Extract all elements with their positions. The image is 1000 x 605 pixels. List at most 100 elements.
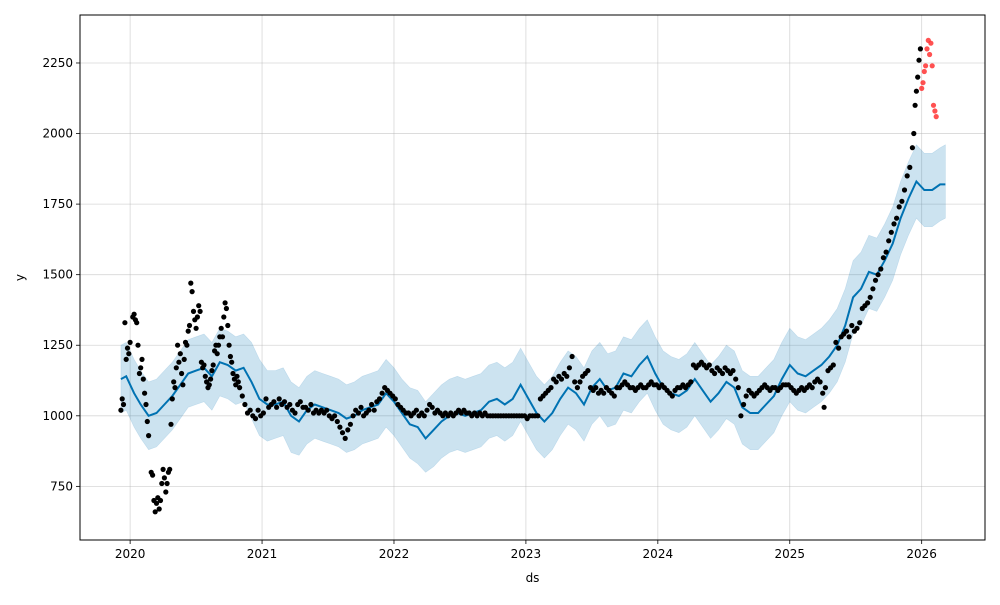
observed-point: [566, 365, 573, 371]
outlier-point: [923, 63, 929, 69]
observed-point: [180, 382, 186, 388]
observed-point: [342, 435, 348, 441]
observed-point: [817, 379, 823, 385]
observed-point: [120, 401, 127, 408]
observed-point: [719, 370, 726, 377]
observed-point: [846, 334, 852, 340]
observed-point: [194, 314, 200, 320]
observed-point: [585, 368, 591, 374]
points-layer: [118, 37, 939, 515]
observed-point: [909, 145, 916, 151]
outlier-point: [920, 80, 926, 86]
observed-point: [572, 379, 578, 385]
observed-point: [142, 390, 148, 396]
observed-point: [235, 379, 241, 385]
x-tick-label: 2025: [774, 547, 805, 561]
y-tick-label: 2250: [42, 56, 73, 70]
observed-point: [413, 407, 419, 413]
observed-point: [358, 404, 364, 410]
observed-point: [156, 506, 162, 512]
outlier-point: [933, 114, 939, 120]
observed-point: [553, 379, 559, 385]
observed-point: [569, 353, 575, 360]
observed-point: [901, 187, 908, 193]
observed-point: [830, 362, 836, 368]
observed-point: [741, 401, 747, 408]
observed-point: [347, 421, 353, 427]
observed-point: [222, 300, 228, 306]
observed-point: [886, 238, 892, 244]
observed-point: [912, 102, 918, 108]
observed-point: [227, 353, 233, 360]
observed-point: [379, 390, 385, 396]
observed-point: [888, 229, 894, 235]
observed-point: [867, 294, 873, 300]
outlier-point: [921, 68, 927, 75]
observed-point: [875, 272, 881, 278]
x-tick-label: 2020: [115, 547, 146, 561]
observed-point: [225, 322, 231, 329]
interval-layer: [120, 144, 946, 473]
observed-point: [421, 413, 427, 419]
observed-point: [234, 373, 240, 379]
observed-point: [896, 204, 902, 210]
observed-point: [119, 396, 125, 402]
observed-point: [577, 379, 583, 385]
y-tick-label: 1250: [42, 338, 73, 352]
observed-point: [157, 497, 164, 504]
observed-point: [188, 280, 194, 286]
outlier-point: [928, 40, 934, 46]
outlier-point: [919, 85, 925, 91]
observed-point: [593, 385, 599, 391]
observed-point: [870, 286, 876, 292]
x-axis-label: ds: [526, 571, 540, 585]
observed-point: [880, 255, 887, 261]
observed-point: [339, 430, 346, 436]
observed-point: [669, 393, 675, 399]
observed-point: [564, 373, 570, 379]
observed-point: [287, 401, 293, 408]
forecast-layer: [120, 179, 946, 440]
observed-point: [332, 413, 338, 419]
observed-point: [688, 379, 694, 385]
y-tick-label: 1000: [42, 409, 73, 423]
observed-point: [136, 370, 142, 377]
observed-point: [252, 416, 259, 422]
observed-point: [189, 289, 195, 295]
observed-point: [429, 404, 435, 410]
observed-point: [144, 418, 150, 425]
observed-point: [171, 379, 177, 385]
observed-point: [297, 399, 303, 405]
observed-point: [209, 368, 215, 374]
observed-point: [210, 362, 216, 368]
observed-point: [230, 370, 236, 377]
y-tick-label: 2000: [42, 127, 73, 141]
observed-point: [535, 413, 541, 419]
observed-point: [197, 308, 203, 314]
observed-point: [202, 373, 208, 379]
observed-point: [706, 362, 712, 368]
observed-point: [611, 393, 617, 399]
observed-point: [118, 407, 124, 413]
observed-point: [907, 164, 913, 170]
observed-point: [226, 342, 232, 348]
observed-point: [324, 407, 330, 413]
observed-point: [548, 385, 554, 391]
observed-point: [221, 314, 227, 320]
observed-point: [833, 339, 839, 345]
observed-point: [126, 351, 132, 357]
plot-frame: [79, 14, 986, 541]
observed-point: [738, 413, 744, 419]
observed-point: [255, 407, 261, 413]
observed-point: [894, 215, 900, 221]
observed-point: [337, 424, 343, 430]
observed-point: [849, 322, 855, 329]
observed-point: [214, 351, 220, 357]
observed-point: [865, 300, 871, 306]
observed-point: [146, 433, 152, 439]
outlier-point: [927, 51, 933, 58]
observed-point: [184, 342, 190, 348]
observed-point: [712, 370, 718, 377]
